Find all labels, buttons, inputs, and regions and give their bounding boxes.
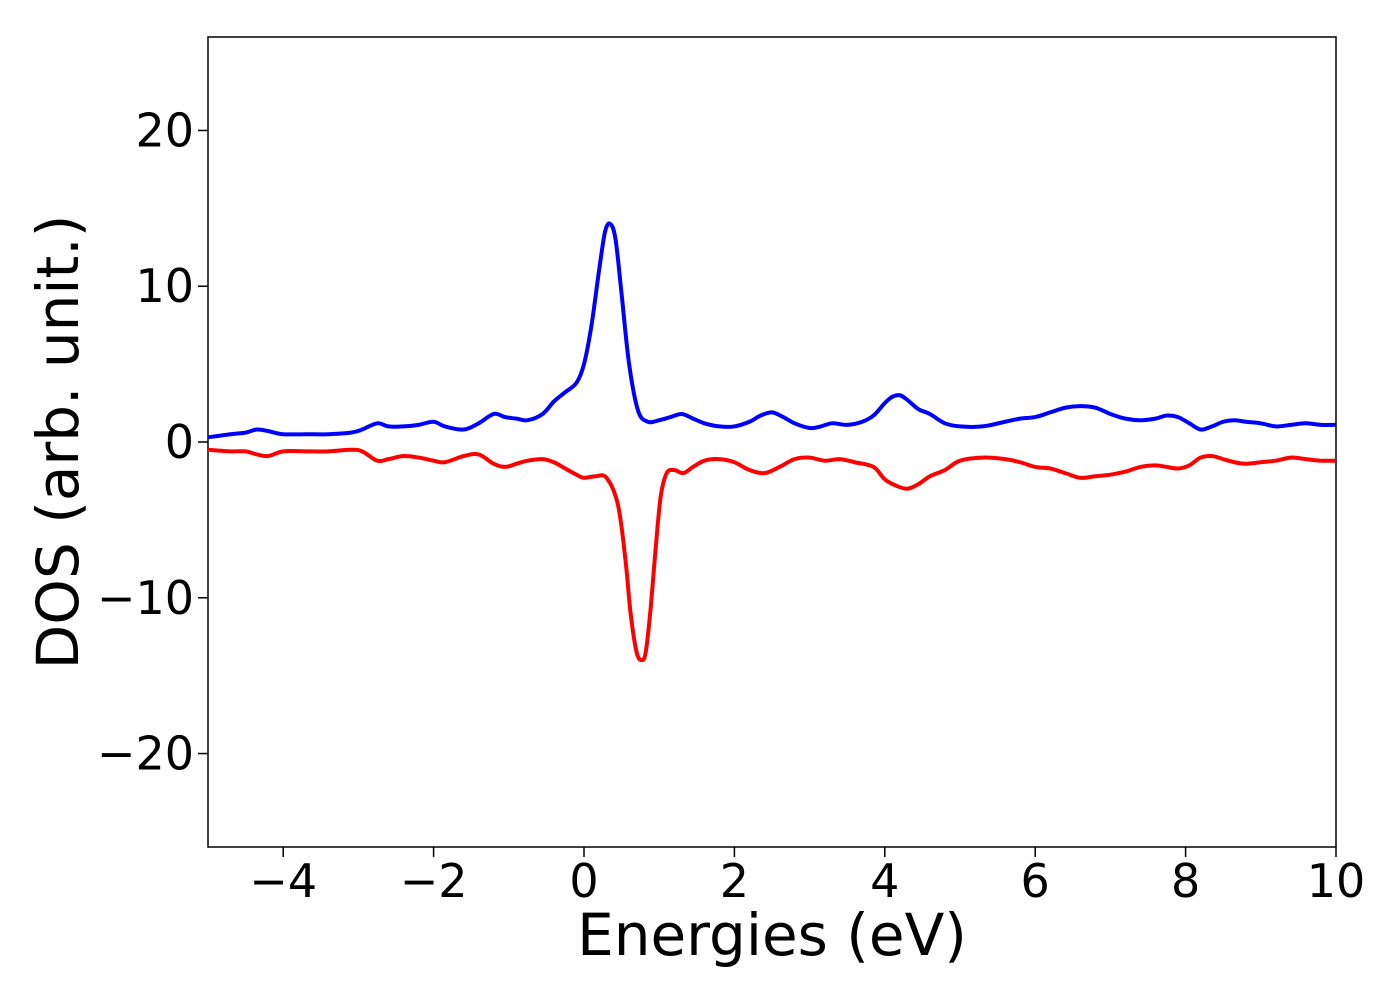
y-axis-label: DOS (arb. unit.) bbox=[24, 215, 92, 670]
y-tick-label: −10 bbox=[97, 571, 194, 625]
series-line-1 bbox=[207, 221, 1337, 440]
x-tick-label: 10 bbox=[1307, 854, 1366, 908]
y-tick-label: 10 bbox=[135, 259, 194, 313]
y-tick-label: −20 bbox=[97, 727, 194, 781]
series-layer bbox=[207, 221, 1337, 663]
x-tick-label: 6 bbox=[1021, 854, 1050, 908]
x-tick-label: 8 bbox=[1171, 854, 1200, 908]
x-tick-label: 2 bbox=[720, 854, 749, 908]
x-tick-label: −2 bbox=[400, 854, 468, 908]
y-tick-label: 0 bbox=[165, 415, 194, 469]
y-axis-ticks: −20 −10 0 10 20 bbox=[97, 103, 208, 781]
plot-frame bbox=[207, 36, 1337, 848]
x-tick-label: 4 bbox=[870, 854, 899, 908]
x-axis-ticks: −4 −2 0 2 4 6 8 10 bbox=[249, 847, 1365, 908]
series-line-2 bbox=[207, 447, 1337, 663]
x-axis-label: Energies (eV) bbox=[577, 901, 967, 969]
y-tick-label: 20 bbox=[135, 103, 194, 157]
x-tick-label: 0 bbox=[569, 854, 598, 908]
x-tick-label: −4 bbox=[249, 854, 317, 908]
